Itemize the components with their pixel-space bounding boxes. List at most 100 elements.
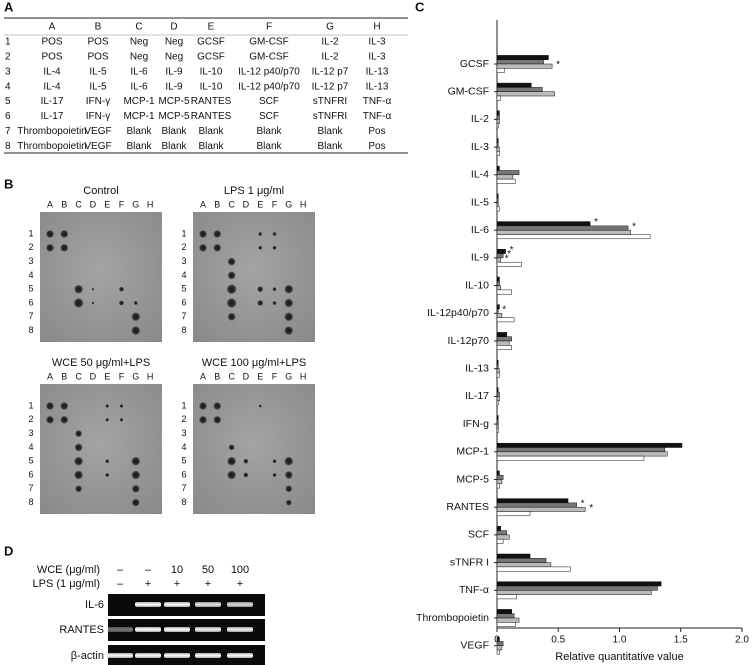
blot-spot: [257, 286, 264, 293]
annotation: *: [589, 503, 593, 514]
blot-spot: [258, 232, 263, 236]
y-tick-label: IL-12p40/p70: [427, 307, 489, 319]
bar: [496, 506, 586, 512]
bar: [496, 276, 500, 282]
row-number: 7: [5, 126, 11, 137]
blot-row-label: 3: [28, 256, 33, 266]
blot-row-label: 1: [181, 228, 186, 238]
bar: [496, 63, 553, 69]
bar: [496, 538, 504, 544]
bar: [496, 206, 500, 212]
bar: [496, 364, 499, 369]
blot-spot: [227, 312, 236, 321]
blot-column-label: G: [285, 199, 292, 209]
y-tick-label: IL-12p70: [448, 335, 490, 347]
bar: [496, 649, 500, 655]
table-cell: IL-12 p7: [312, 81, 349, 92]
blot-spot: [131, 498, 140, 507]
blot-row-label: 1: [28, 400, 33, 410]
bar: [496, 345, 512, 350]
y-tick-label: VEGF: [460, 639, 489, 651]
table-cell: Neg: [130, 52, 148, 63]
table-cell: IL-17: [41, 111, 64, 122]
table-cell: VEGF: [84, 126, 111, 137]
table-cell: POS: [41, 52, 62, 63]
bar: [496, 400, 499, 406]
blot-spot: [226, 298, 237, 308]
gene-label: β-actin: [71, 650, 104, 662]
blot-row-label: 8: [28, 497, 33, 507]
y-tick-label: IFN-g: [463, 418, 489, 430]
table-cell: IL-13: [366, 66, 389, 77]
table-cell: MCP-1: [123, 96, 155, 107]
bar: [496, 165, 500, 171]
blot-column-label: D: [243, 371, 250, 381]
bar: [496, 340, 510, 346]
annotation: *: [556, 60, 560, 71]
blot-row-label: 4: [28, 270, 33, 280]
y-tick-label: MCP-1: [456, 446, 489, 458]
bar: [496, 562, 552, 568]
blot-spot: [46, 243, 54, 252]
y-tick-label: SCF: [468, 529, 489, 541]
blot-spot: [74, 443, 83, 452]
bar: [496, 534, 510, 540]
blot-row-label: 4: [181, 270, 186, 280]
table-cell: IL-6: [130, 66, 148, 77]
table-cell: IFN-γ: [86, 111, 110, 122]
x-axis-label: Relative quantitative value: [555, 651, 683, 663]
blot-spot: [228, 444, 235, 451]
blot-spot: [119, 418, 124, 422]
blot-spot: [284, 471, 293, 479]
table-cell: IL-12 p7: [312, 66, 349, 77]
lane-label: –: [117, 578, 124, 590]
y-tick-label: Thrombopoietin: [416, 612, 489, 624]
lane-label: +: [205, 578, 211, 590]
blot-spot: [227, 470, 237, 480]
blot-spot: [258, 245, 263, 250]
blot-spot: [131, 484, 140, 493]
y-tick-label: IL-5: [471, 196, 489, 208]
bar: [496, 594, 517, 600]
blot-column-label: E: [104, 199, 110, 209]
bar: [496, 479, 503, 485]
blot-row-label: 7: [181, 483, 186, 493]
column-header: B: [95, 22, 102, 33]
blot-spot: [227, 271, 236, 280]
table-cell: Blank: [317, 126, 343, 137]
gel-band: [107, 653, 133, 658]
bar: [496, 304, 500, 310]
bar: [496, 123, 499, 129]
bar: [496, 221, 591, 227]
blot-row-label: 2: [28, 242, 33, 252]
blot-spot: [284, 326, 294, 336]
blot-column-label: C: [75, 371, 82, 381]
bar: [496, 55, 549, 60]
blot-spot: [199, 402, 207, 410]
blot-row-label: 4: [28, 442, 33, 452]
blot-spot: [285, 485, 293, 493]
table-cell: SCF: [259, 96, 279, 107]
column-header: A: [49, 22, 56, 33]
gel-band: [164, 602, 190, 607]
blot-spot: [119, 404, 124, 408]
lane-label: 50: [202, 564, 214, 576]
y-tick-label: sTNFR I: [450, 556, 489, 568]
blot-spot: [257, 300, 264, 306]
bar: [496, 585, 658, 591]
table-cell: IL-3: [368, 37, 386, 48]
gel-band: [227, 627, 253, 632]
blot-column-label: D: [90, 199, 97, 209]
blot-column-label: B: [214, 199, 220, 209]
bar: [496, 415, 499, 421]
blot-spot: [74, 456, 84, 466]
blot-spot: [199, 415, 207, 424]
table-cell: GCSF: [197, 52, 225, 63]
x-tick-label: 0.5: [551, 635, 565, 646]
y-tick-label: IL-3: [471, 141, 489, 153]
bar: [496, 225, 629, 231]
blot-spot: [284, 312, 294, 322]
table-cell: GM-CSF: [249, 37, 288, 48]
bar: [496, 178, 516, 184]
bar: [496, 609, 512, 614]
